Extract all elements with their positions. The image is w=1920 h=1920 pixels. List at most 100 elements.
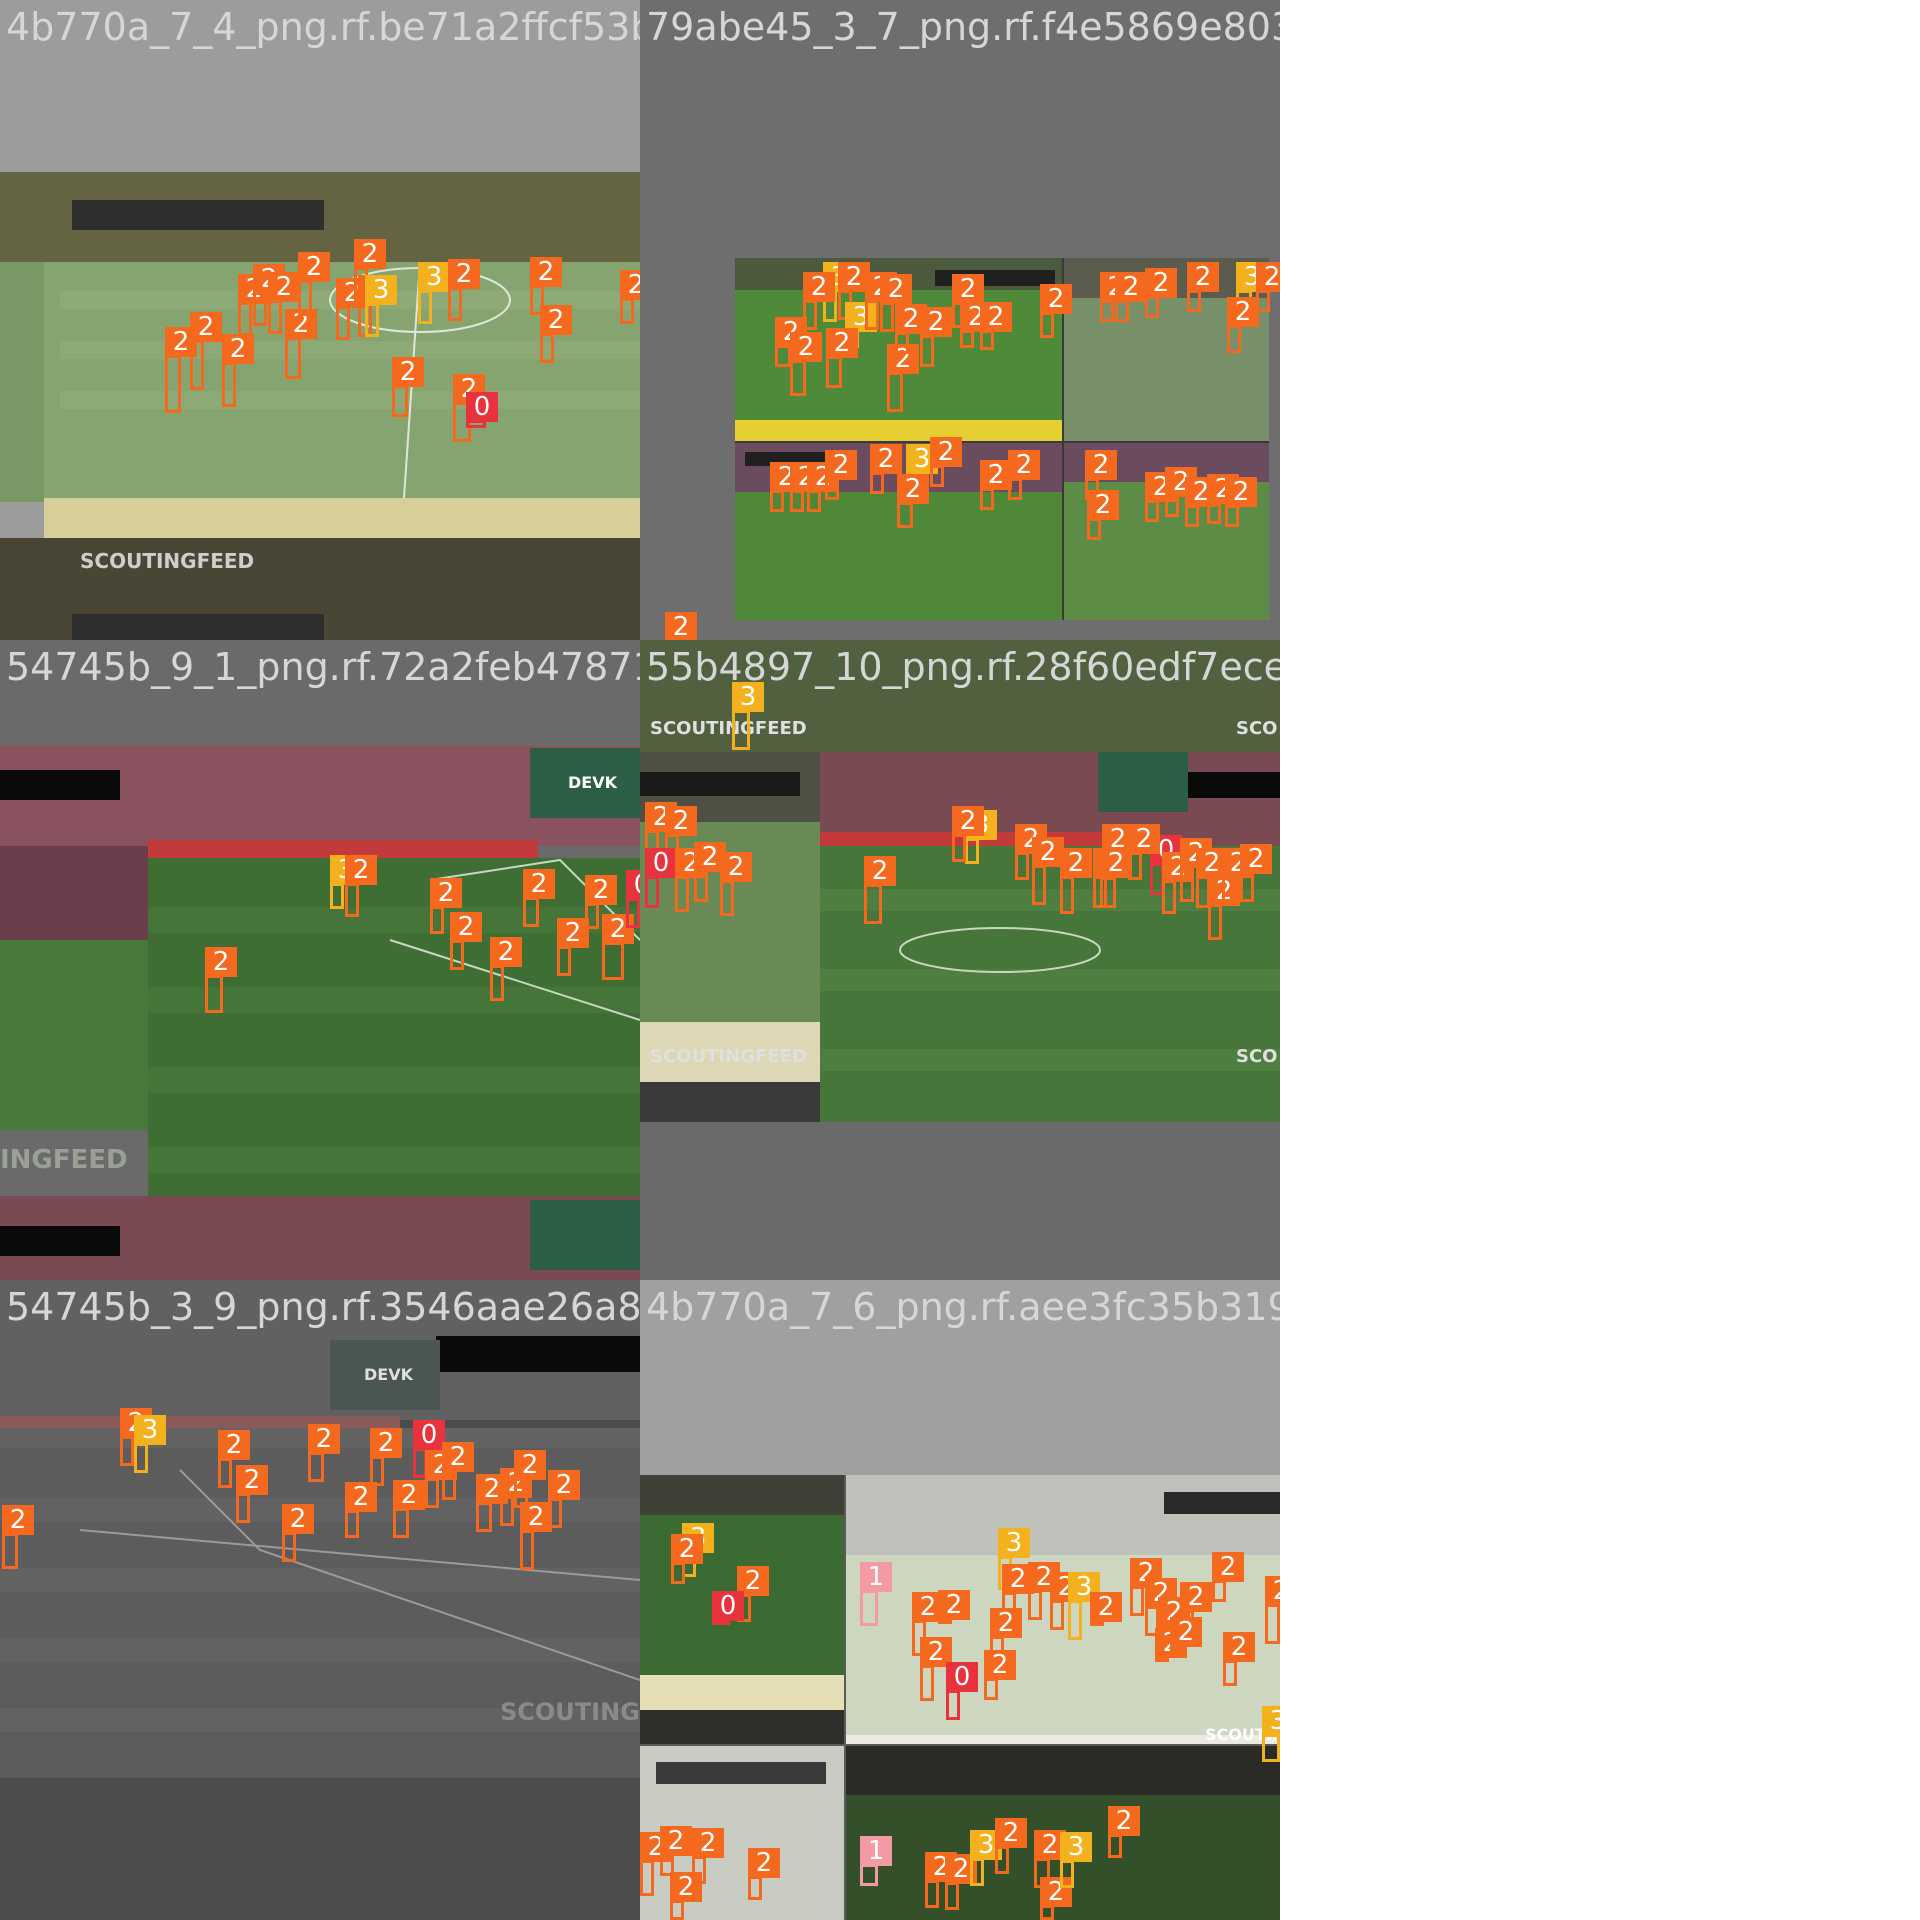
detection-label: 3 <box>1262 1706 1280 1736</box>
detection-box: 2 <box>282 1504 314 1562</box>
detection-label: 1 <box>860 1562 892 1592</box>
mosaic-tile: SCOUTINGFEED SCO SCO SCOUTINGFEED 3 2 2 … <box>640 640 1280 1280</box>
detection-box: 2 <box>775 317 807 367</box>
detection-label: 2 <box>1265 1576 1280 1606</box>
detection-box: 2 <box>500 1468 532 1526</box>
detection-label: 2 <box>671 1534 703 1564</box>
detection-box: 2 <box>1212 1552 1244 1602</box>
detection-layer: 2 3 2 2 2 2 2 2 2 2 0 <box>0 640 640 1280</box>
detection-box: 3 <box>365 275 397 337</box>
detection-label: 0 <box>712 1591 744 1621</box>
detection-box: 2 <box>430 878 462 934</box>
detection-box: 2 <box>864 856 896 924</box>
detection-box: 2 <box>748 1848 780 1900</box>
detection-box: 2 <box>770 462 802 512</box>
detection-box: 2 <box>1180 838 1212 902</box>
detection-box: 2 <box>540 305 572 363</box>
detection-label: 2 <box>442 1442 474 1472</box>
detection-box: 2 <box>620 270 640 324</box>
detection-label: 2 <box>450 912 482 942</box>
detection-box: 2 <box>670 1872 702 1920</box>
detection-box: 2 <box>1100 848 1132 908</box>
detection-label: 2 <box>1008 450 1040 480</box>
detection-label: 2 <box>392 357 424 387</box>
detection-box: 2 <box>803 272 835 330</box>
detection-box: 2 <box>1087 490 1119 540</box>
tile-filename: 4b770a_7_4_png.rf.be71a2ffcf53b77e79de65 <box>6 5 640 49</box>
detection-label: 2 <box>620 270 640 300</box>
detection-box: 2 <box>1028 1562 1060 1620</box>
detection-box: 2 <box>960 302 992 348</box>
detection-box: 2 <box>1155 1628 1187 1662</box>
detection-box: 2 <box>694 842 726 902</box>
detection-box: 2 <box>1145 268 1177 318</box>
detection-box: 2 <box>1032 837 1064 905</box>
mosaic-tile: 3 2 2 3 2 2 2 2 2 2 2 2 2 2 2 2 2 2 2 2 … <box>640 0 1280 640</box>
detection-label: 0 <box>946 1662 978 1692</box>
detection-label: 2 <box>218 1430 250 1460</box>
detection-box: 2 <box>1128 824 1160 880</box>
detection-label: 2 <box>838 262 870 292</box>
detection-box: 3 <box>1262 1706 1280 1762</box>
scene-image: DEVK SCOUTING <box>0 1280 640 1920</box>
detection-label: 2 <box>692 1828 724 1858</box>
detection-box: 2 <box>393 1480 425 1538</box>
detection-label: 2 <box>1032 837 1064 867</box>
detection-layer: 2 3 2 2 2 2 2 2 2 0 2 2 2 2 2 2 2 2 <box>0 1280 640 1920</box>
detection-box: 2 <box>870 444 902 494</box>
tile-filename: 79abe45_3_7_png.rf.f4e5869e803c6c1960cf2… <box>646 5 1280 49</box>
svg-text:SCOUTIN: SCOUTIN <box>1205 1725 1280 1744</box>
detection-label: 2 <box>1240 844 1272 874</box>
detection-box: 2 <box>1050 1572 1082 1630</box>
detection-box: 1 <box>860 1562 892 1626</box>
detection-box: 2 <box>825 450 857 500</box>
detection-box: 0 <box>626 870 640 928</box>
detection-box: 2 <box>476 1474 508 1532</box>
detection-box: 2 <box>1187 262 1219 312</box>
detection-label: 3 <box>732 682 764 712</box>
detection-label: 2 <box>720 852 752 882</box>
detection-box: 2 <box>984 1650 1016 1700</box>
detection-label: 2 <box>1090 1592 1122 1622</box>
detection-box: 2 <box>285 309 317 379</box>
detection-label: 3 <box>998 1528 1030 1558</box>
detection-box: 2 <box>1240 844 1272 902</box>
detection-box: 2 <box>298 252 330 316</box>
detection-box: 2 <box>925 1852 957 1908</box>
detection-box: 2 <box>308 1424 340 1482</box>
detection-box: 2 <box>218 1430 250 1488</box>
detection-box: 3 <box>732 682 764 750</box>
detection-box: 2 <box>1090 1592 1122 1626</box>
detection-label: 2 <box>790 332 822 362</box>
detection-label: 2 <box>557 918 589 948</box>
detection-label: 2 <box>870 444 902 474</box>
detection-label: 2 <box>370 1428 402 1458</box>
detection-box: 2 <box>336 278 368 340</box>
detection-label: 2 <box>1108 1806 1140 1836</box>
detection-box: 2 <box>980 302 1012 350</box>
detection-box: 3 <box>330 855 362 909</box>
detection-label: 2 <box>308 1424 340 1454</box>
detection-box: 2 <box>514 1450 546 1508</box>
detection-label: 2 <box>2 1505 34 1535</box>
tile-filename: 54745b_9_1_png.rf.72a2feb47871e72a58fe8 <box>6 645 640 689</box>
svg-text:INGFEED: INGFEED <box>0 1145 128 1175</box>
detection-box: 2 <box>675 848 707 912</box>
tile-filename: 4b770a_7_6_png.rf.aee3fc35b31918c288a475 <box>646 1285 1280 1329</box>
detection-label: 2 <box>268 272 300 302</box>
detection-label: 0 <box>413 1420 445 1450</box>
detection-box: 2 <box>865 272 897 330</box>
detection-label: 2 <box>345 1482 377 1512</box>
detection-box: 2 <box>450 912 482 970</box>
detection-box: 2 <box>826 328 858 388</box>
detection-box: 2 <box>1222 848 1254 906</box>
detection-label: 2 <box>393 1480 425 1510</box>
detection-label: 2 <box>1256 262 1280 292</box>
detection-label: 2 <box>514 1450 546 1480</box>
detection-box: 3 <box>418 262 450 324</box>
detection-label: 2 <box>205 947 237 977</box>
detection-box: 2 <box>585 875 617 929</box>
detection-box: 3 <box>970 1830 1002 1886</box>
detection-label: 3 <box>134 1415 166 1445</box>
